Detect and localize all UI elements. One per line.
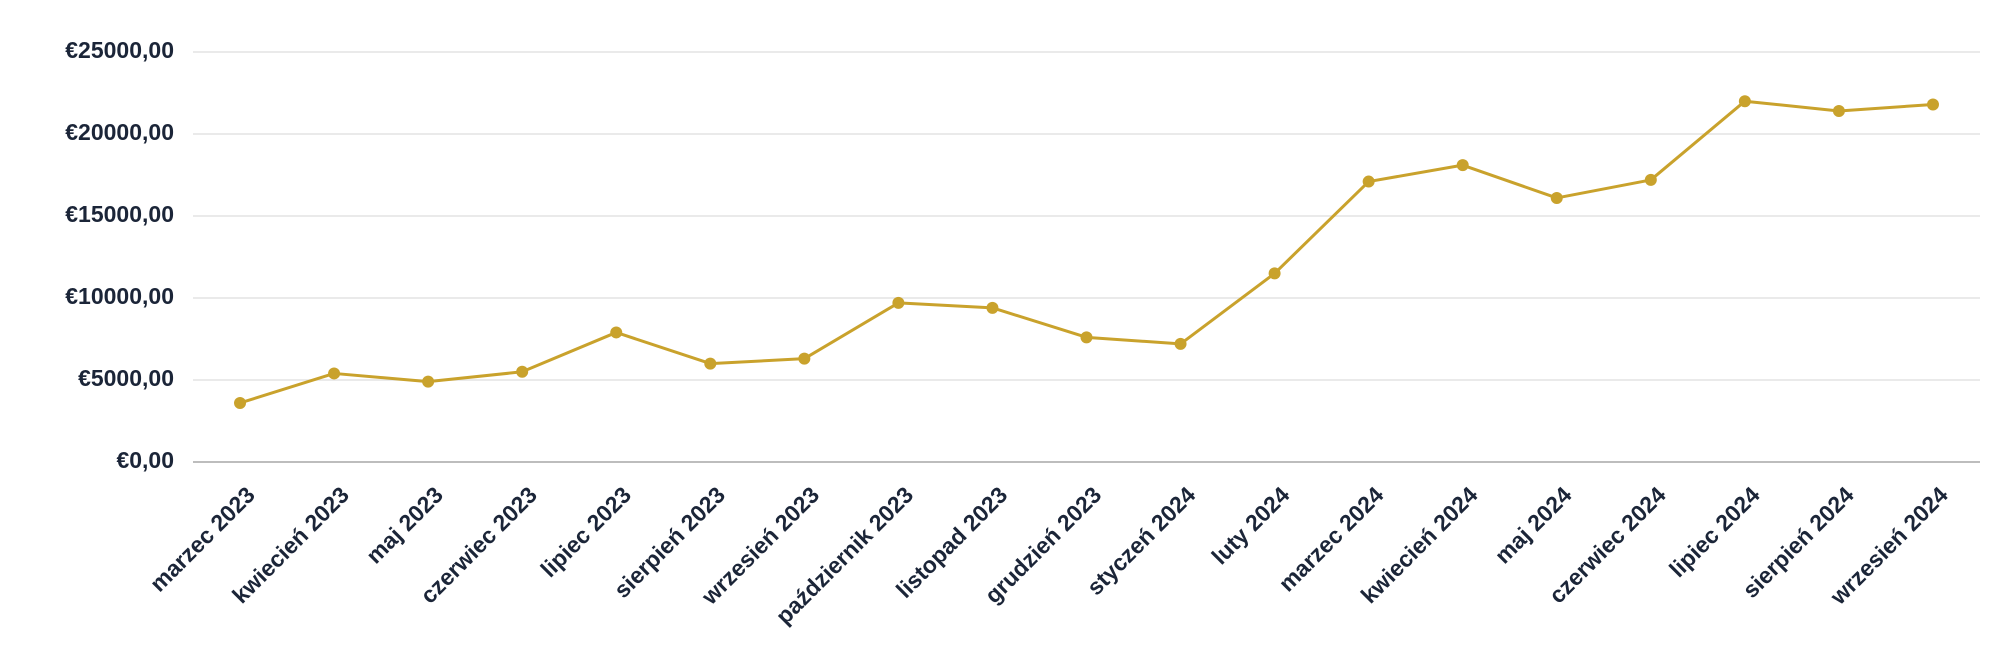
line (239, 99, 1934, 405)
point (1832, 105, 1845, 118)
point (610, 326, 623, 339)
point (892, 296, 905, 309)
point (422, 375, 435, 388)
point (986, 301, 999, 314)
point (328, 367, 341, 380)
point (1738, 95, 1751, 108)
point (704, 357, 717, 370)
y-tick-label: €10000,00 (65, 283, 174, 309)
y-tick-label: €25000,00 (65, 37, 174, 63)
point (1362, 175, 1375, 188)
y-tick-label: €0,00 (116, 447, 174, 473)
point (1644, 173, 1657, 186)
point (1550, 191, 1563, 204)
point (1174, 337, 1187, 350)
point (1268, 267, 1281, 280)
x-tick-label: maj 2024 (1489, 481, 1576, 568)
x-tick-label: maj 2023 (361, 481, 448, 568)
point (1080, 331, 1093, 344)
point (1926, 98, 1939, 111)
y-tick-label: €20000,00 (65, 119, 174, 145)
y-tick-label: €15000,00 (65, 201, 174, 227)
y-tick-label: €5000,00 (78, 365, 174, 391)
x-tick-label: lipiec 2024 (1664, 481, 1765, 582)
point (1456, 159, 1469, 172)
x-tick-label: lipiec 2023 (535, 481, 636, 582)
point (516, 365, 529, 378)
point (234, 396, 247, 409)
x-tick-label: luty 2024 (1206, 481, 1294, 569)
point (798, 352, 811, 365)
